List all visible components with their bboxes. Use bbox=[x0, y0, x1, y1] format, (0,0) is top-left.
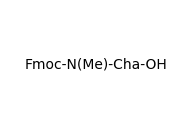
Text: Fmoc-N(Me)-Cha-OH: Fmoc-N(Me)-Cha-OH bbox=[25, 57, 167, 71]
